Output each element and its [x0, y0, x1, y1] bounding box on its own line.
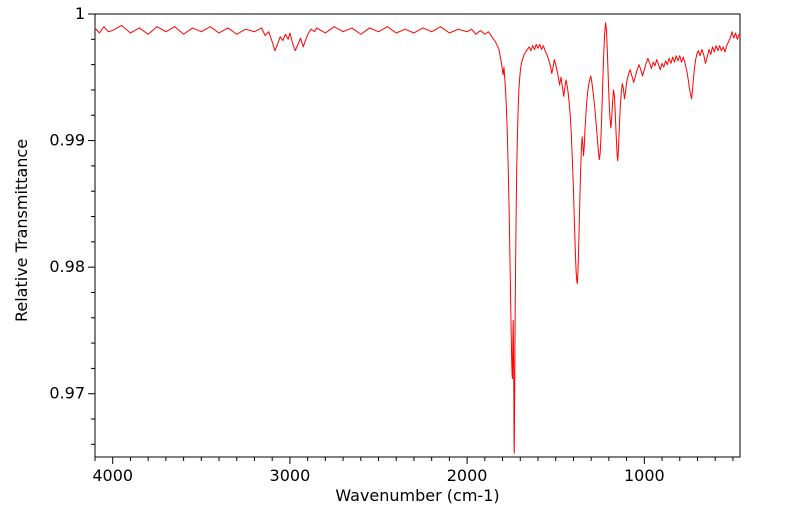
y-tick-label: 1 — [75, 4, 85, 23]
y-axis-label: Relative Transmittance — [12, 138, 31, 322]
x-tick-label: 1000 — [624, 466, 665, 485]
spectrum-trace — [94, 22, 741, 454]
tick-labels: 4000 3000 2000 1000 0.97 0.98 0.99 1 — [49, 4, 664, 485]
y-tick-label: 0.99 — [49, 131, 85, 150]
plot-frame — [94, 13, 741, 458]
x-tick-label: 3000 — [270, 466, 311, 485]
axis-ticks — [88, 13, 734, 464]
x-axis-label: Wavenumber (cm-1) — [335, 486, 500, 505]
x-tick-label: 4000 — [92, 466, 133, 485]
x-tick-label: 2000 — [447, 466, 488, 485]
y-tick-label: 0.97 — [49, 384, 85, 403]
y-tick-label: 0.98 — [49, 257, 85, 276]
